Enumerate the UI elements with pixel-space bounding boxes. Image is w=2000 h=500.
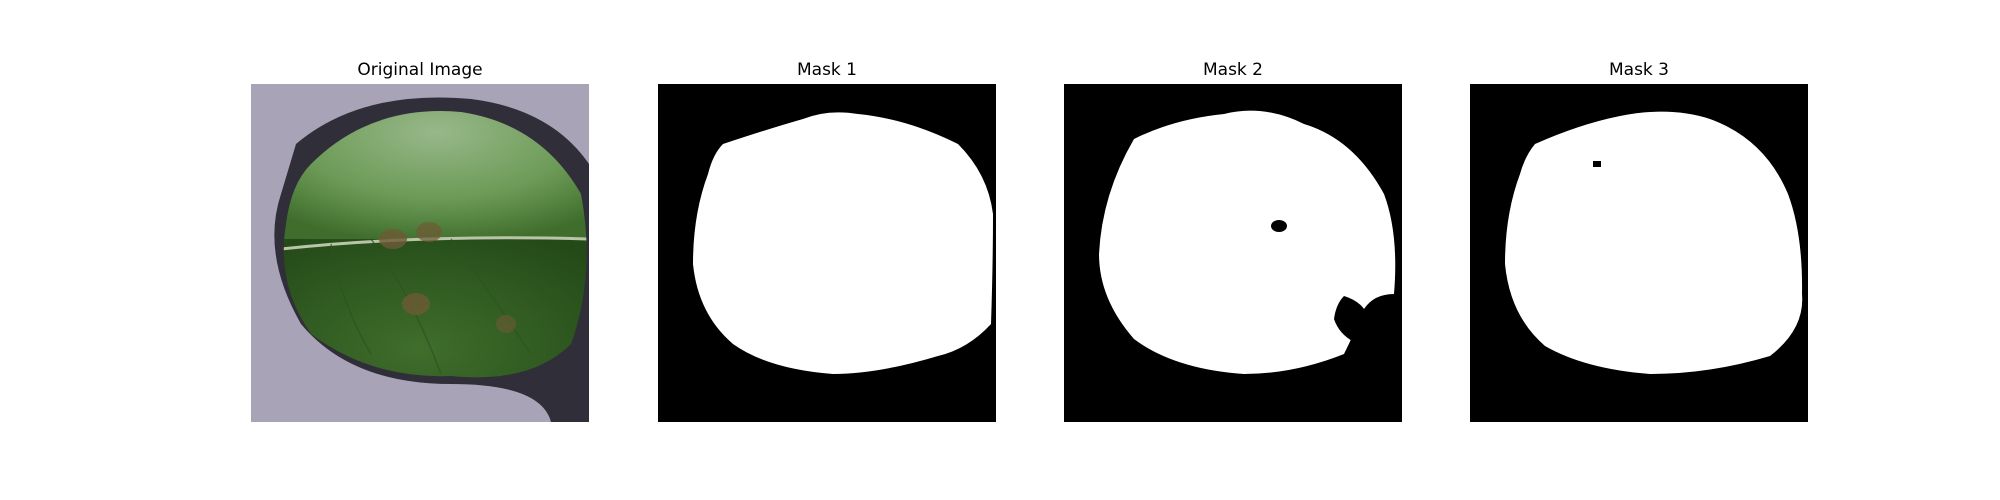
mask-1-panel — [658, 84, 996, 422]
lesion-spot — [402, 293, 430, 315]
lesion-spot — [496, 315, 516, 333]
original-image-panel — [251, 84, 589, 422]
panel-title-mask-2: Mask 2 — [1202, 60, 1263, 80]
mask-2-image — [1064, 84, 1402, 422]
mask-2-panel — [1064, 84, 1402, 422]
panel-title-mask-1: Mask 1 — [796, 60, 857, 80]
lesion-spot — [416, 222, 442, 242]
panel-title-mask-3: Mask 3 — [1608, 60, 1669, 80]
lesion-spot — [379, 229, 407, 249]
mask-hole — [1271, 220, 1287, 232]
mask-3-panel — [1470, 84, 1808, 422]
mask-region — [1505, 111, 1803, 375]
mask-3-image — [1470, 84, 1808, 422]
mask-region — [1099, 110, 1396, 375]
panel-title-original-image: Original Image — [357, 60, 483, 80]
leaf-photo-icon — [251, 84, 589, 422]
mask-hole — [1334, 296, 1369, 342]
mask-1-image — [658, 84, 996, 422]
mask-hole — [1593, 161, 1601, 167]
mask-region — [693, 112, 993, 375]
